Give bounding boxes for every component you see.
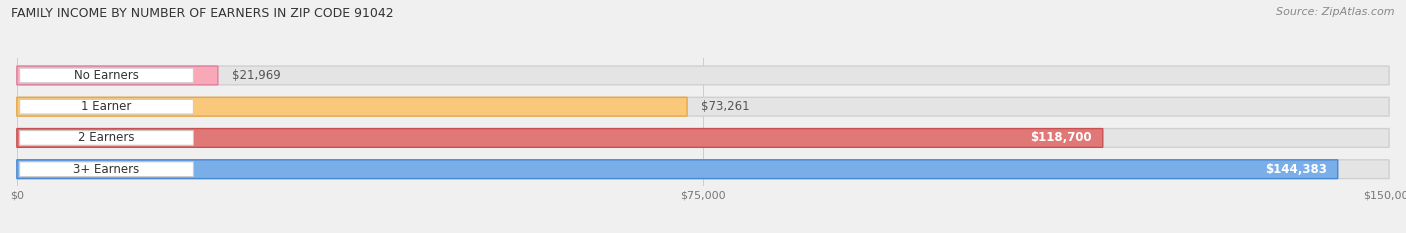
FancyBboxPatch shape bbox=[20, 68, 194, 83]
Text: 1 Earner: 1 Earner bbox=[82, 100, 132, 113]
FancyBboxPatch shape bbox=[17, 129, 1102, 147]
FancyBboxPatch shape bbox=[17, 97, 1389, 116]
Text: $21,969: $21,969 bbox=[232, 69, 280, 82]
Text: FAMILY INCOME BY NUMBER OF EARNERS IN ZIP CODE 91042: FAMILY INCOME BY NUMBER OF EARNERS IN ZI… bbox=[11, 7, 394, 20]
Text: $73,261: $73,261 bbox=[700, 100, 749, 113]
FancyBboxPatch shape bbox=[17, 129, 1389, 147]
FancyBboxPatch shape bbox=[17, 66, 218, 85]
FancyBboxPatch shape bbox=[20, 162, 194, 177]
Text: Source: ZipAtlas.com: Source: ZipAtlas.com bbox=[1277, 7, 1395, 17]
FancyBboxPatch shape bbox=[20, 99, 194, 114]
Text: $144,383: $144,383 bbox=[1265, 163, 1327, 176]
FancyBboxPatch shape bbox=[17, 160, 1389, 178]
Text: $118,700: $118,700 bbox=[1031, 131, 1092, 144]
Text: No Earners: No Earners bbox=[75, 69, 139, 82]
Text: 3+ Earners: 3+ Earners bbox=[73, 163, 139, 176]
FancyBboxPatch shape bbox=[20, 131, 194, 145]
Text: 2 Earners: 2 Earners bbox=[79, 131, 135, 144]
FancyBboxPatch shape bbox=[17, 160, 1337, 178]
FancyBboxPatch shape bbox=[17, 66, 1389, 85]
FancyBboxPatch shape bbox=[17, 97, 688, 116]
